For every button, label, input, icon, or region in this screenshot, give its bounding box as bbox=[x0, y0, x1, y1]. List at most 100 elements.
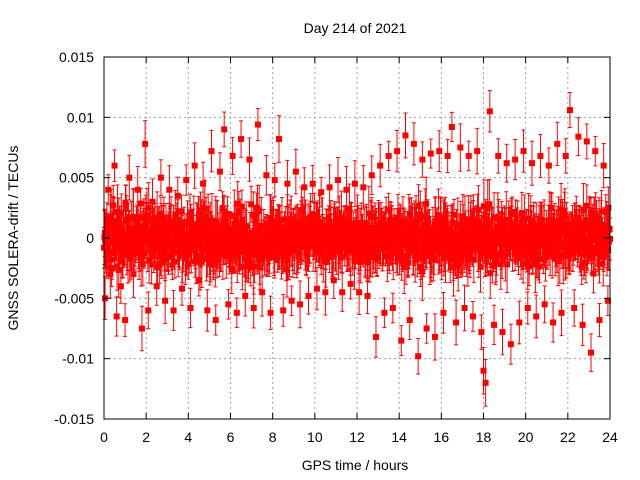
marker bbox=[432, 221, 439, 228]
marker bbox=[214, 222, 221, 229]
marker bbox=[234, 200, 241, 207]
marker bbox=[119, 257, 126, 264]
marker bbox=[130, 213, 137, 220]
marker bbox=[231, 212, 238, 219]
marker bbox=[480, 203, 487, 210]
marker bbox=[108, 214, 115, 221]
marker bbox=[170, 246, 177, 253]
marker bbox=[228, 266, 235, 273]
marker bbox=[405, 259, 412, 266]
marker bbox=[482, 216, 489, 223]
marker bbox=[484, 205, 491, 212]
marker bbox=[336, 219, 343, 226]
marker bbox=[157, 249, 164, 256]
marker bbox=[278, 216, 285, 223]
marker bbox=[322, 258, 329, 265]
marker bbox=[355, 223, 362, 230]
marker bbox=[241, 227, 248, 234]
marker bbox=[399, 234, 406, 241]
marker bbox=[487, 270, 494, 277]
marker bbox=[283, 256, 290, 263]
marker bbox=[399, 253, 406, 260]
marker bbox=[184, 219, 191, 226]
marker bbox=[266, 249, 273, 256]
marker bbox=[135, 214, 142, 221]
marker bbox=[260, 247, 267, 254]
marker bbox=[303, 250, 310, 257]
marker bbox=[337, 254, 344, 261]
marker bbox=[203, 214, 210, 221]
marker bbox=[354, 219, 361, 226]
marker bbox=[488, 234, 495, 241]
marker bbox=[429, 231, 436, 238]
marker bbox=[111, 221, 118, 228]
marker bbox=[219, 205, 226, 212]
marker bbox=[105, 256, 112, 263]
marker bbox=[137, 200, 144, 207]
marker bbox=[201, 205, 208, 212]
marker bbox=[406, 238, 413, 245]
marker bbox=[250, 263, 257, 270]
marker bbox=[127, 254, 134, 261]
marker bbox=[282, 226, 289, 233]
marker bbox=[178, 208, 185, 215]
marker bbox=[139, 261, 146, 268]
marker bbox=[109, 256, 116, 263]
marker bbox=[440, 244, 447, 251]
marker bbox=[415, 202, 422, 209]
marker bbox=[114, 263, 121, 270]
marker bbox=[512, 250, 519, 257]
marker bbox=[197, 207, 204, 214]
marker bbox=[474, 219, 481, 226]
marker bbox=[418, 233, 425, 240]
marker bbox=[519, 233, 526, 240]
marker bbox=[238, 203, 245, 210]
marker bbox=[423, 200, 430, 207]
marker bbox=[144, 212, 151, 219]
marker bbox=[154, 215, 161, 222]
series-red bbox=[101, 90, 613, 407]
marker bbox=[503, 217, 510, 224]
marker bbox=[202, 235, 209, 242]
marker bbox=[326, 254, 333, 261]
marker bbox=[484, 244, 491, 251]
marker bbox=[192, 252, 199, 259]
marker bbox=[173, 218, 180, 225]
marker bbox=[509, 211, 516, 218]
marker bbox=[346, 205, 353, 212]
marker bbox=[271, 254, 278, 261]
marker bbox=[148, 261, 155, 268]
marker bbox=[256, 207, 263, 214]
marker bbox=[126, 227, 133, 234]
marker bbox=[415, 255, 422, 262]
marker bbox=[206, 261, 213, 268]
marker bbox=[475, 206, 482, 213]
marker bbox=[160, 215, 167, 222]
marker bbox=[394, 244, 401, 251]
marker bbox=[191, 237, 198, 244]
marker bbox=[250, 211, 257, 218]
marker bbox=[171, 258, 178, 265]
marker bbox=[242, 255, 249, 262]
marker bbox=[464, 256, 471, 263]
marker bbox=[470, 256, 477, 263]
marker bbox=[368, 213, 375, 220]
marker bbox=[454, 252, 461, 259]
marker bbox=[418, 252, 425, 259]
marker bbox=[274, 249, 281, 256]
marker bbox=[363, 220, 370, 227]
marker bbox=[401, 264, 408, 271]
marker bbox=[236, 249, 243, 256]
marker bbox=[118, 229, 125, 236]
marker bbox=[214, 256, 221, 263]
marker bbox=[450, 211, 457, 218]
marker bbox=[145, 204, 152, 211]
marker bbox=[486, 201, 493, 208]
marker bbox=[270, 218, 277, 225]
marker bbox=[234, 252, 241, 259]
marker bbox=[483, 249, 490, 256]
marker bbox=[416, 215, 423, 222]
marker bbox=[187, 209, 194, 216]
marker bbox=[243, 232, 250, 239]
marker bbox=[477, 263, 484, 270]
